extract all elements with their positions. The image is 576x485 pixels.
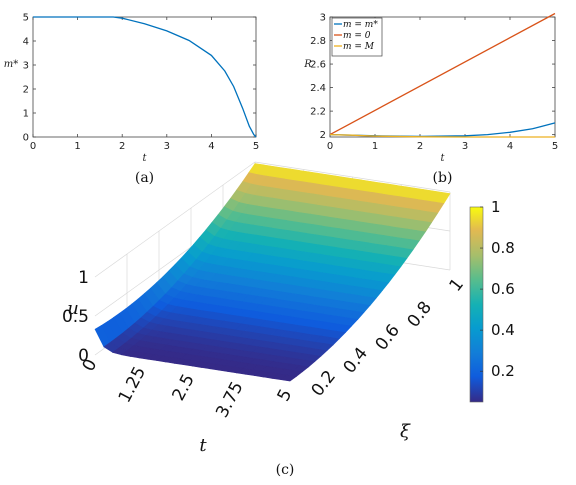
x-tick-label: 5 bbox=[274, 386, 297, 405]
x-tick-label: 1 bbox=[372, 141, 378, 152]
x-tick-label: 5 bbox=[253, 141, 259, 152]
x-tick-label: 2.5 bbox=[169, 371, 199, 404]
z-tick-label: 0.5 bbox=[62, 307, 89, 327]
surface-patch bbox=[280, 374, 297, 382]
panel-b-ylabel: R bbox=[303, 59, 312, 70]
panel-c-zlabel: u bbox=[67, 298, 79, 319]
x-tick-label: 5 bbox=[552, 141, 558, 152]
panel-a-ylabel: m* bbox=[4, 59, 18, 70]
panel-b-caption: (b) bbox=[433, 170, 453, 186]
series-line-2 bbox=[329, 12, 556, 136]
series-line-1 bbox=[329, 122, 556, 138]
x-tick-label: 4 bbox=[507, 141, 513, 152]
panel-c-ylabel: ξ bbox=[400, 421, 411, 442]
x-tick-label: 4 bbox=[208, 141, 214, 152]
panel-b-ticks: 0 1 2 3 4 5 2 2.2 2.4 2.6 2.8 3 bbox=[310, 13, 558, 153]
y-tick-label: 4 bbox=[23, 37, 29, 48]
panel-c-colorbar: 0.2 0.4 0.6 0.8 1 bbox=[469, 198, 515, 403]
panel-a-axes-box bbox=[32, 16, 257, 138]
y-tick-label: 2.2 bbox=[310, 107, 326, 118]
panel-a: 0 1 2 3 4 5 0 1 2 3 4 5 t m* (a) bbox=[4, 13, 259, 187]
x-tick-label: 0 bbox=[327, 141, 333, 152]
x-tick-label: 3 bbox=[164, 141, 170, 152]
y-tick-label: 0.6 bbox=[372, 321, 404, 355]
legend-label-2: m = 0 bbox=[343, 31, 371, 41]
z-tick-label: 1 bbox=[78, 268, 89, 288]
z-tick-label: 0 bbox=[78, 346, 89, 366]
panel-a-ticks: 0 1 2 3 4 5 0 1 2 3 4 5 bbox=[23, 13, 260, 153]
x-tick-label: 3 bbox=[462, 141, 468, 152]
legend-label-3: m = M bbox=[343, 42, 375, 52]
x-tick-label: 2 bbox=[417, 141, 423, 152]
y-tick-label: 2 bbox=[320, 130, 326, 141]
colorbar-tick-label: 0.2 bbox=[491, 362, 515, 380]
y-tick-label: 2.8 bbox=[310, 36, 326, 47]
y-tick-label: 3 bbox=[23, 61, 29, 72]
x-tick-label: 1 bbox=[74, 141, 80, 152]
y-tick-label: 0 bbox=[23, 133, 29, 144]
panel-b: 0 1 2 3 4 522.22.42.62.83 m = m*m = 0m = M t … bbox=[303, 13, 558, 187]
y-tick-label: 0.8 bbox=[404, 298, 436, 332]
panel-a-xlabel: t bbox=[142, 153, 147, 164]
panel-c-surface bbox=[94, 163, 451, 382]
series-line-1 bbox=[33, 16, 257, 138]
y-tick-label: 2.6 bbox=[310, 60, 326, 71]
colorbar-tick-label: 1 bbox=[491, 198, 501, 216]
y-tick-label: 1 bbox=[446, 275, 468, 296]
y-tick-label: 0.4 bbox=[340, 344, 372, 378]
panel-a-lines bbox=[33, 16, 257, 138]
series-line-3 bbox=[329, 133, 555, 138]
y-tick-label: 5 bbox=[23, 13, 29, 24]
y-tick-label: 3 bbox=[320, 13, 326, 24]
x-tick-label: 1.25 bbox=[115, 363, 150, 406]
panel-b-legend: m = m*m = 0m = M bbox=[331, 17, 383, 57]
panel-b-lines bbox=[329, 12, 556, 138]
x-tick-label: 3.75 bbox=[212, 378, 247, 421]
side-grid-line bbox=[94, 161, 256, 278]
panel-a-caption: (a) bbox=[135, 170, 154, 186]
x-tick-label: 0 bbox=[30, 141, 36, 152]
y-tick-label: 0.2 bbox=[308, 367, 340, 401]
y-tick-label: 2 bbox=[23, 85, 29, 96]
colorbar-bar bbox=[469, 206, 484, 403]
y-tick-label: 1 bbox=[23, 109, 29, 120]
panel-c-caption: (c) bbox=[276, 462, 295, 478]
panel-c-xlabel: t bbox=[199, 435, 207, 456]
y-tick-label: 2.4 bbox=[310, 83, 326, 94]
x-tick-label: 2 bbox=[119, 141, 125, 152]
panel-b-xlabel: t bbox=[440, 153, 445, 164]
colorbar-tick-label: 0.8 bbox=[491, 239, 515, 257]
colorbar-tick-label: 0.4 bbox=[491, 321, 515, 339]
colorbar-tick-label: 0.6 bbox=[491, 280, 515, 298]
legend-label-1: m = m* bbox=[343, 20, 378, 30]
